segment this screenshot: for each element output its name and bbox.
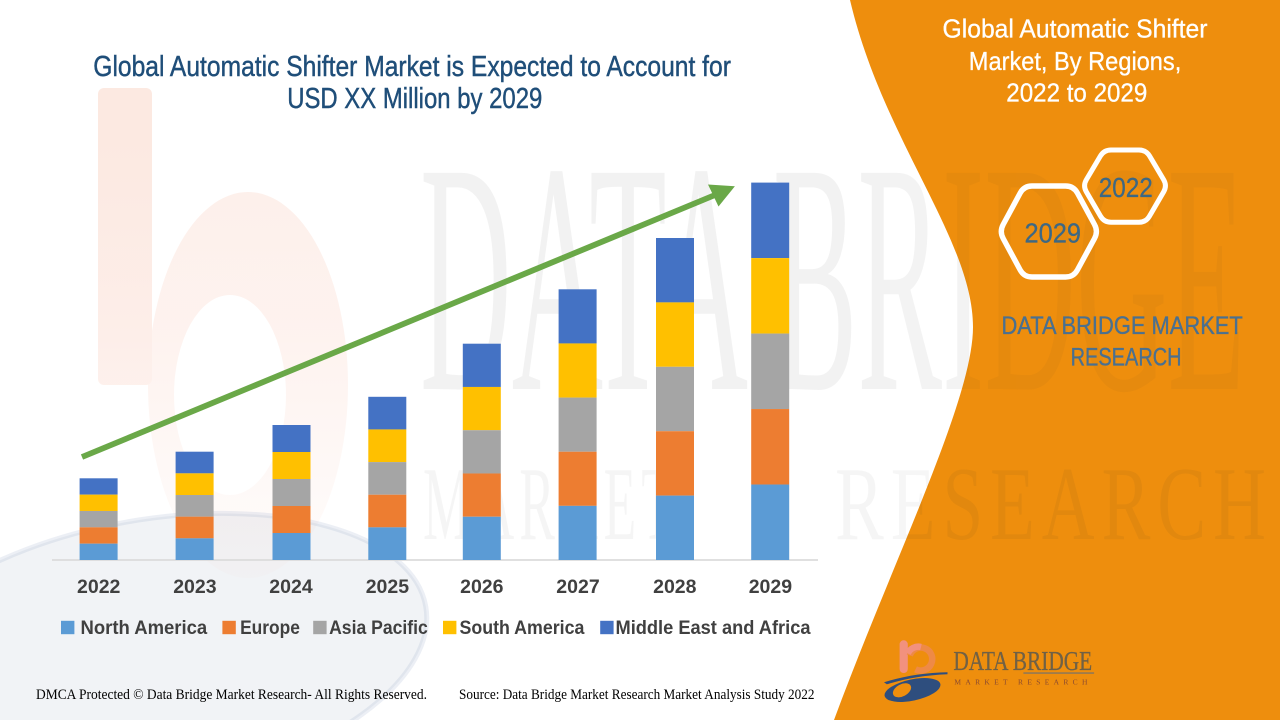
svg-text:2022: 2022 bbox=[77, 576, 121, 598]
svg-text:Global Automatic Shifter: Global Automatic Shifter bbox=[943, 14, 1208, 44]
svg-text:Asia Pacific: Asia Pacific bbox=[329, 618, 428, 639]
svg-text:Europe: Europe bbox=[240, 618, 300, 639]
svg-text:DATA BRIDGE: DATA BRIDGE bbox=[953, 646, 1092, 676]
svg-text:DMCA Protected © Data Bridge M: DMCA Protected © Data Bridge Market Rese… bbox=[36, 687, 427, 703]
svg-text:2024: 2024 bbox=[269, 576, 313, 598]
svg-text:North America: North America bbox=[81, 618, 208, 639]
svg-text:Source: Data Bridge Market Res: Source: Data Bridge Market Research Mark… bbox=[459, 687, 815, 703]
svg-text:2026: 2026 bbox=[460, 576, 504, 598]
svg-text:2023: 2023 bbox=[173, 576, 217, 598]
svg-text:2022 to 2029: 2022 to 2029 bbox=[1006, 78, 1147, 108]
svg-text:Global Automatic Shifter Marke: Global Automatic Shifter Market is Expec… bbox=[93, 51, 731, 83]
svg-text:2029: 2029 bbox=[749, 576, 793, 598]
svg-text:Market, By Regions,: Market, By Regions, bbox=[969, 46, 1182, 76]
svg-text:RESEARCH: RESEARCH bbox=[1071, 344, 1182, 372]
svg-text:South America: South America bbox=[460, 618, 585, 639]
svg-text:2028: 2028 bbox=[653, 576, 697, 598]
svg-text:MARKET RESEARCH: MARKET RESEARCH bbox=[954, 677, 1091, 686]
svg-text:Middle East and Africa: Middle East and Africa bbox=[616, 618, 811, 639]
svg-text:2027: 2027 bbox=[556, 576, 599, 598]
svg-text:DATA BRIDGE MARKET: DATA BRIDGE MARKET bbox=[1002, 312, 1243, 340]
svg-text:2029: 2029 bbox=[1025, 217, 1082, 248]
svg-text:USD XX Million by 2029: USD XX Million by 2029 bbox=[287, 83, 542, 115]
svg-text:2025: 2025 bbox=[366, 576, 410, 598]
svg-text:MARKET: MARKET bbox=[423, 445, 679, 562]
svg-text:2022: 2022 bbox=[1099, 172, 1153, 203]
